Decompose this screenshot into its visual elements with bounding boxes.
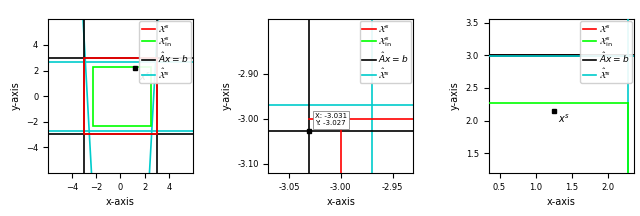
X-axis label: x-axis: x-axis: [106, 197, 135, 207]
Y-axis label: y-axis: y-axis: [221, 82, 232, 111]
Text: $x^s$: $x^s$: [558, 113, 570, 125]
Legend: $\mathcal{X}^s$, $\mathcal{X}^s_{\mathrm{in}}$, $\hat{A}x = b$, $\hat{\mathcal{X: $\mathcal{X}^s$, $\mathcal{X}^s_{\mathrm…: [139, 21, 191, 83]
Legend: $\mathcal{X}^s$, $\mathcal{X}^s_{\mathrm{in}}$, $\hat{A}x = b$, $\hat{\mathcal{X: $\mathcal{X}^s$, $\mathcal{X}^s_{\mathrm…: [360, 21, 412, 83]
Y-axis label: y-axis: y-axis: [10, 82, 20, 111]
Text: X: -3.031
Y: -3.027: X: -3.031 Y: -3.027: [315, 113, 347, 126]
Bar: [84, 58, 157, 134]
X-axis label: x-axis: x-axis: [326, 197, 355, 207]
X-axis label: x-axis: x-axis: [547, 197, 575, 207]
Y-axis label: y-axis: y-axis: [450, 82, 460, 111]
Legend: $\mathcal{X}^s$, $\mathcal{X}^s_{\mathrm{in}}$, $\hat{A}x = b$, $\hat{\mathcal{X: $\mathcal{X}^s$, $\mathcal{X}^s_{\mathrm…: [580, 21, 632, 83]
Text: $x^s$: $x^s$: [139, 70, 151, 83]
Bar: [93, 67, 150, 125]
